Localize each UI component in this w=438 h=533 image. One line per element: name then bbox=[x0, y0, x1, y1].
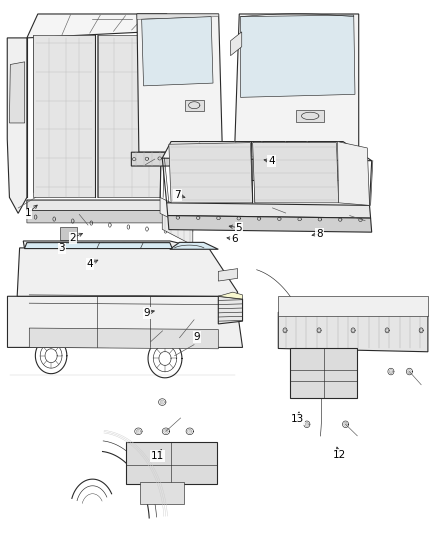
Polygon shape bbox=[253, 143, 339, 203]
Text: 9: 9 bbox=[144, 308, 150, 318]
Text: 8: 8 bbox=[316, 229, 323, 239]
Polygon shape bbox=[27, 211, 193, 232]
Polygon shape bbox=[278, 296, 428, 316]
Polygon shape bbox=[140, 482, 184, 504]
Polygon shape bbox=[162, 142, 372, 161]
Polygon shape bbox=[168, 215, 372, 232]
Polygon shape bbox=[17, 248, 238, 296]
Polygon shape bbox=[33, 35, 95, 197]
Polygon shape bbox=[162, 200, 193, 245]
Polygon shape bbox=[126, 442, 217, 484]
Text: 13: 13 bbox=[291, 414, 304, 424]
Polygon shape bbox=[7, 296, 243, 348]
Polygon shape bbox=[137, 14, 223, 152]
Polygon shape bbox=[297, 110, 324, 122]
Text: 1: 1 bbox=[25, 208, 31, 219]
Polygon shape bbox=[27, 200, 193, 221]
Polygon shape bbox=[131, 152, 227, 166]
Text: 6: 6 bbox=[231, 234, 237, 244]
Polygon shape bbox=[166, 203, 371, 218]
Polygon shape bbox=[234, 14, 359, 160]
Polygon shape bbox=[232, 157, 359, 180]
Polygon shape bbox=[185, 100, 204, 111]
Polygon shape bbox=[160, 197, 193, 229]
Polygon shape bbox=[278, 312, 428, 352]
Polygon shape bbox=[218, 269, 238, 281]
Text: 12: 12 bbox=[332, 450, 346, 460]
Text: 4: 4 bbox=[268, 156, 275, 166]
Polygon shape bbox=[60, 227, 77, 240]
Text: 2: 2 bbox=[69, 233, 76, 243]
Text: 5: 5 bbox=[235, 223, 242, 233]
Polygon shape bbox=[7, 38, 27, 213]
Text: 11: 11 bbox=[151, 451, 165, 461]
Text: 7: 7 bbox=[174, 190, 181, 200]
Polygon shape bbox=[97, 35, 160, 197]
Polygon shape bbox=[240, 15, 355, 98]
Polygon shape bbox=[338, 142, 370, 205]
Polygon shape bbox=[27, 14, 186, 38]
Text: 3: 3 bbox=[59, 244, 65, 253]
Polygon shape bbox=[170, 243, 218, 249]
Polygon shape bbox=[23, 241, 208, 248]
Polygon shape bbox=[137, 14, 219, 19]
Polygon shape bbox=[230, 32, 242, 55]
Polygon shape bbox=[290, 349, 357, 398]
Polygon shape bbox=[10, 62, 25, 123]
Polygon shape bbox=[218, 296, 243, 324]
Polygon shape bbox=[29, 328, 218, 349]
Text: 4: 4 bbox=[87, 259, 93, 269]
Text: 9: 9 bbox=[194, 332, 201, 342]
Polygon shape bbox=[169, 143, 253, 203]
Polygon shape bbox=[218, 292, 243, 299]
Polygon shape bbox=[25, 243, 172, 248]
Polygon shape bbox=[141, 17, 213, 86]
